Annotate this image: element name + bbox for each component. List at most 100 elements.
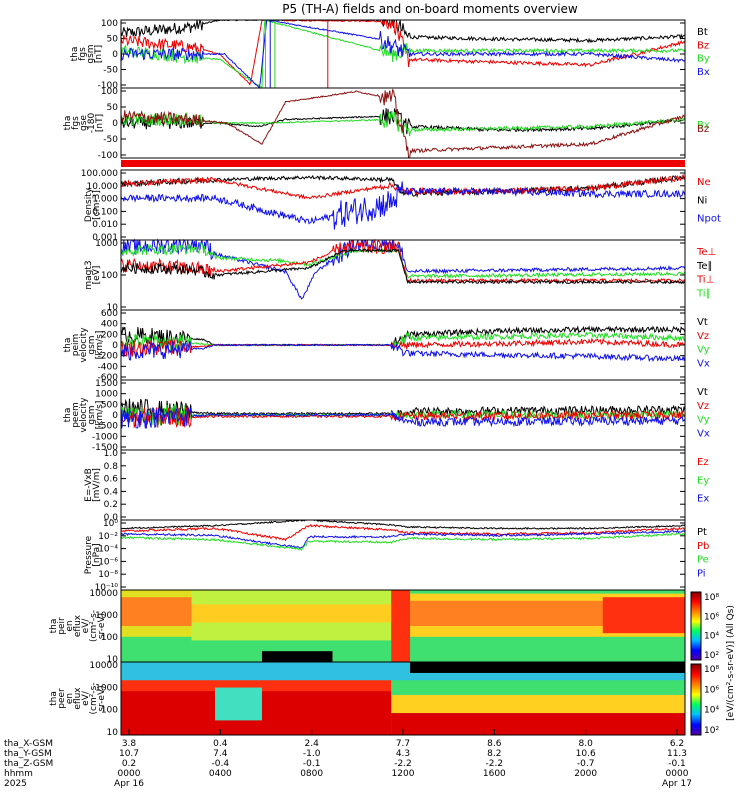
series-line-bx	[120, 19, 686, 89]
spectrogram-cell	[410, 662, 685, 673]
y-axis-label: tha	[63, 408, 73, 423]
y-tick-label: 10	[107, 303, 119, 313]
spectrogram-peer_spec	[121, 662, 685, 735]
y-tick-label: 10000	[89, 661, 118, 671]
y-tick-label: 100	[101, 633, 118, 643]
x-tick-label: 3.8	[122, 739, 137, 749]
traces-temperature	[120, 238, 686, 300]
y-tick-label: 100.000	[81, 169, 118, 179]
y-axis-label: fgs	[71, 116, 81, 130]
panel-frame	[120, 87, 686, 159]
y-tick-label: -600	[98, 373, 119, 383]
traces-density	[120, 173, 686, 230]
x-axis-row-label: hhmm	[4, 769, 33, 779]
y-axis-label: [nT]	[94, 45, 104, 63]
y-tick-label: 100	[101, 19, 118, 29]
y-tick-label: 10⁻²	[98, 532, 118, 542]
y-axis-label: eV/	[81, 618, 91, 634]
plot-title: P5 (TH-A) fields and on-board moments ov…	[282, 2, 578, 16]
y-tick-label: 100	[101, 87, 118, 97]
y-axis-label: velocity	[79, 327, 89, 363]
legend-label: Pe	[697, 555, 709, 566]
y-tick-label: 0	[112, 341, 118, 351]
x-tick-label: 8.0	[579, 739, 594, 749]
y-axis-label: [mV/m]	[92, 468, 102, 502]
y-tick-label: 50	[107, 103, 119, 113]
series-line-peem-vx	[120, 406, 686, 429]
y-axis-label: peir	[57, 617, 67, 635]
series-line-peim-vx	[120, 340, 686, 363]
traces-pressure	[120, 519, 686, 551]
y-tick-label: 0.2	[104, 500, 118, 510]
y-axis-label: peem	[71, 402, 81, 428]
y-axis-label: fgs	[78, 47, 88, 61]
y-tick-label: 0	[112, 411, 118, 421]
y-tick-label: 10	[107, 655, 119, 665]
legend-label: Ex	[697, 494, 709, 505]
y-axis-label: [nPa]	[92, 543, 102, 566]
panel-temperature: magt3[eV] 1000 100 10 Te⊥ Te∥ Ti⊥ Ti∥	[84, 239, 716, 313]
y-axis-label: eflux	[73, 614, 83, 637]
legend-label: Ti⊥	[696, 275, 714, 286]
legend-label: Ne	[697, 177, 711, 188]
y-tick-label: 0.010	[92, 220, 118, 230]
y-axis-label: [km/s]	[95, 331, 105, 360]
y-axis-label: (cm²-s-	[89, 610, 99, 642]
series-line-gse-green	[120, 110, 686, 137]
y-axis-label: tha	[70, 47, 80, 62]
y-tick-label: 10⁻¹⁰	[95, 583, 119, 593]
y-tick-label: 50	[107, 35, 119, 45]
y-tick-label: 0	[112, 50, 118, 60]
y-tick-label: 1000	[95, 683, 118, 693]
colorbar-strip	[690, 663, 702, 736]
y-tick-label: 10⁻⁸	[98, 570, 118, 580]
y-axis-label: sr-eV)	[97, 613, 107, 639]
y-tick-label: -100	[98, 81, 119, 91]
colorbar-tick-label: 10⁴	[704, 632, 719, 642]
x-axis-row-label: tha_Y-GSM	[4, 749, 52, 759]
x-tick-label: -0.1	[303, 759, 321, 769]
x-tick-label: 11.3	[667, 749, 687, 759]
series-line-bt	[120, 18, 686, 44]
y-tick-label: -200	[98, 352, 119, 362]
legend-label: By	[697, 54, 710, 65]
legend-label: Vt	[697, 317, 708, 328]
x-tick-label: 0800	[300, 769, 323, 779]
x-tick-label: -2.2	[394, 759, 412, 769]
y-axis-label: gsm	[87, 335, 97, 354]
spectrogram-cell	[602, 597, 685, 634]
colorbar-tick-label: 10⁸	[704, 593, 719, 603]
y-tick-label: 0.0	[104, 513, 119, 523]
x-tick-label: -0.7	[577, 759, 595, 769]
y-tick-label: 1000	[95, 239, 118, 249]
y-tick-label: 0.4	[104, 487, 119, 497]
series-line-pt	[121, 519, 686, 530]
panel-frame	[120, 519, 686, 591]
x-tick-label: 0.2	[122, 759, 136, 769]
x-tick-label: 0000	[666, 769, 689, 779]
y-axis-label: en	[65, 693, 75, 704]
y-axis-label: eflux	[73, 687, 83, 710]
spectrogram-cell	[391, 680, 685, 695]
legend-label: Vy	[697, 415, 710, 426]
panel-density: Density[cm-3] 100.000 10.000 1.000 0.100 0.01…	[81, 169, 721, 243]
series-line-pi	[120, 529, 686, 549]
legend-label: Ti∥	[696, 288, 711, 299]
series-line-by	[120, 19, 686, 89]
legend-label: Vz	[697, 401, 709, 412]
x-tick-label: 1600	[483, 769, 506, 779]
y-axis-label: [eV]	[92, 266, 102, 285]
legend-label: Ez	[697, 457, 709, 468]
y-axis-label: sr-eV)	[97, 685, 107, 711]
y-tick-label: 10000	[89, 589, 118, 599]
spectrogram-cell	[391, 713, 685, 735]
colorbar-tick-label: 10⁴	[704, 706, 719, 716]
y-tick-label: 1000	[95, 611, 118, 621]
panel-frame	[120, 449, 686, 521]
legend-label: Npot	[697, 214, 721, 225]
y-axis-label: E=-VxB	[84, 468, 94, 502]
y-axis-label: -180	[87, 113, 97, 134]
